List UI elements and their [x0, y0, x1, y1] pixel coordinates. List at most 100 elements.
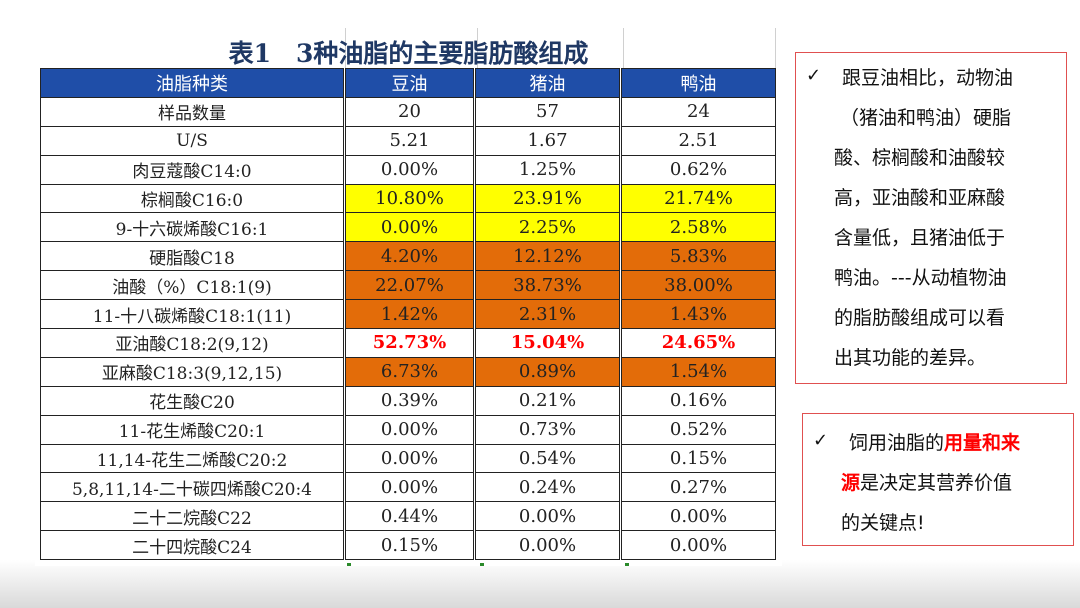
value-cell: 0.54% [473, 443, 621, 474]
value-cell: 0.00% [343, 212, 475, 243]
checkmark-icon: ✓ [813, 430, 829, 451]
value-cell: 0.15% [619, 443, 776, 474]
table-row: 棕榈酸C16:0 10.80% 23.91% 21.74% [40, 183, 776, 214]
value-cell: 57 [473, 96, 621, 127]
fatty-acid-name-cell: 9-十六碳烯酸C16:1 [40, 212, 345, 243]
value-cell: 1.42% [343, 299, 475, 330]
comparison-note-line: （猪油和鸭油）硬脂 [840, 107, 1012, 129]
value-cell: 0.16% [619, 385, 776, 416]
value-cell: 5.21 [343, 125, 475, 156]
value-cell: 20 [343, 96, 475, 127]
comparison-note-line: 鸭油。---从动植物油 [834, 267, 1007, 289]
fatty-acid-name-cell: 二十二烷酸C22 [40, 501, 345, 532]
key-point-line-3: 的关键点! [841, 512, 925, 534]
fatty-acid-name-cell: 样品数量 [40, 96, 345, 127]
value-cell: 6.73% [343, 356, 475, 387]
fatty-acid-name-cell: 油酸（%）C18:1(9) [40, 270, 345, 301]
fatty-acid-name-cell: 花生酸C20 [40, 385, 345, 416]
value-cell: 38.73% [473, 270, 621, 301]
key-point-emphasis: 用量和来 [944, 432, 1021, 454]
header-cell-soybean-oil: 豆油 [343, 68, 475, 98]
value-cell: 0.27% [619, 472, 776, 503]
value-cell: 1.43% [619, 299, 776, 330]
value-cell: 1.25% [473, 154, 621, 185]
header-cell-duck-oil: 鸭油 [619, 68, 776, 98]
header-cell-oil-type: 油脂种类 [40, 68, 345, 98]
key-point-text: 是决定其营养价值 [860, 472, 1013, 494]
value-cell: 0.62% [619, 154, 776, 185]
value-cell: 0.39% [343, 385, 475, 416]
comparison-note-line: 出其功能的差异。 [834, 347, 987, 369]
value-cell: 2.58% [619, 212, 776, 243]
value-cell: 0.89% [473, 356, 621, 387]
sheet-gridline [623, 28, 624, 68]
value-cell: 0.00% [343, 472, 475, 503]
value-cell: 22.07% [343, 270, 475, 301]
table-row: 9-十六碳烯酸C16:1 0.00% 2.25% 2.58% [40, 212, 776, 243]
comparison-note-line: 酸、棕榈酸和油酸较 [834, 147, 1006, 169]
key-point-text: 饲用油脂的 [849, 432, 945, 454]
table-row: 11,14-花生二烯酸C20:2 0.00% 0.54% 0.15% [40, 443, 776, 474]
table-row: U/S 5.21 1.67 2.51 [40, 125, 776, 156]
value-cell: 5.83% [619, 241, 776, 272]
value-cell: 23.91% [473, 183, 621, 214]
header-cell-lard: 猪油 [473, 68, 621, 98]
fatty-acid-name-cell: 亚油酸C18:2(9,12) [40, 328, 345, 358]
value-cell: 0.73% [473, 414, 621, 445]
fatty-acid-table: 油脂种类 豆油 猪油 鸭油 样品数量 20 57 24 U/S 5.21 1.67 2.51 肉… [40, 68, 776, 561]
fatty-acid-name-cell: 11-十八碳烯酸C18:1(11) [40, 299, 345, 330]
sheet-marker [625, 563, 629, 566]
value-cell: 0.00% [619, 530, 776, 561]
value-cell: 0.00% [619, 501, 776, 532]
value-cell: 24 [619, 96, 776, 127]
sheet-marker [347, 563, 351, 566]
table-row: 硬脂酸C18 4.20% 12.12% 5.83% [40, 241, 776, 272]
fatty-acid-name-cell: 11,14-花生二烯酸C20:2 [40, 443, 345, 474]
table-row: 样品数量 20 57 24 [40, 96, 776, 127]
table-row: 11-花生烯酸C20:1 0.00% 0.73% 0.52% [40, 414, 776, 445]
fatty-acid-name-cell: 二十四烷酸C24 [40, 530, 345, 561]
sheet-gridline [477, 28, 478, 68]
value-cell: 0.21% [473, 385, 621, 416]
value-cell: 2.51 [619, 125, 776, 156]
table-row: 二十四烷酸C24 0.15% 0.00% 0.00% [40, 530, 776, 561]
table-row: 肉豆蔻酸C14:0 0.00% 1.25% 0.62% [40, 154, 776, 185]
value-cell: 52.73% [343, 328, 475, 358]
value-cell: 12.12% [473, 241, 621, 272]
value-cell: 21.74% [619, 183, 776, 214]
table-row: 花生酸C20 0.39% 0.21% 0.16% [40, 385, 776, 416]
comparison-note-line: 跟豆油相比，动物油 [842, 67, 1014, 89]
comparison-note-box: ✓ 跟豆油相比，动物油 （猪油和鸭油）硬脂 酸、棕榈酸和油酸较 高，亚油酸和亚麻酸 含量… [795, 52, 1067, 384]
checkmark-icon: ✓ [806, 65, 822, 86]
value-cell: 1.54% [619, 356, 776, 387]
value-cell: 0.00% [343, 154, 475, 185]
value-cell: 4.20% [343, 241, 475, 272]
value-cell: 0.44% [343, 501, 475, 532]
sheet-gridline [775, 28, 776, 68]
fatty-acid-name-cell: 11-花生烯酸C20:1 [40, 414, 345, 445]
value-cell: 2.25% [473, 212, 621, 243]
fatty-acid-name-cell: 5,8,11,14-二十碳四烯酸C20:4 [40, 472, 345, 503]
fatty-acid-name-cell: U/S [40, 125, 345, 156]
value-cell: 0.15% [343, 530, 475, 561]
table-row: 5,8,11,14-二十碳四烯酸C20:4 0.00% 0.24% 0.27% [40, 472, 776, 503]
value-cell: 0.00% [343, 443, 475, 474]
spreadsheet-area: 表1 3种油脂的主要脂肪酸组成 油脂种类 豆油 猪油 鸭油 样品数量 20 57 24… [35, 28, 782, 566]
key-point-line-1: 饲用油脂的用量和来 [849, 428, 1020, 455]
key-point-note-box: ✓ 饲用油脂的用量和来 源是决定其营养价值 的关键点! [802, 413, 1074, 546]
value-cell: 24.65% [619, 328, 776, 358]
table-row: 亚麻酸C18:3(9,12,15) 6.73% 0.89% 1.54% [40, 356, 776, 387]
sheet-gridline [345, 28, 346, 68]
value-cell: 0.00% [473, 530, 621, 561]
value-cell: 0.24% [473, 472, 621, 503]
key-point-line-2: 源是决定其营养价值 [841, 468, 1012, 495]
value-cell: 0.00% [473, 501, 621, 532]
fatty-acid-name-cell: 硬脂酸C18 [40, 241, 345, 272]
key-point-emphasis: 源 [841, 472, 861, 494]
table-title: 表1 3种油脂的主要脂肪酸组成 [228, 39, 589, 68]
fatty-acid-name-cell: 亚麻酸C18:3(9,12,15) [40, 356, 345, 387]
value-cell: 10.80% [343, 183, 475, 214]
table-row: 油酸（%）C18:1(9) 22.07% 38.73% 38.00% [40, 270, 776, 301]
comparison-note-line: 高，亚油酸和亚麻酸 [834, 187, 1006, 209]
value-cell: 1.67 [473, 125, 621, 156]
